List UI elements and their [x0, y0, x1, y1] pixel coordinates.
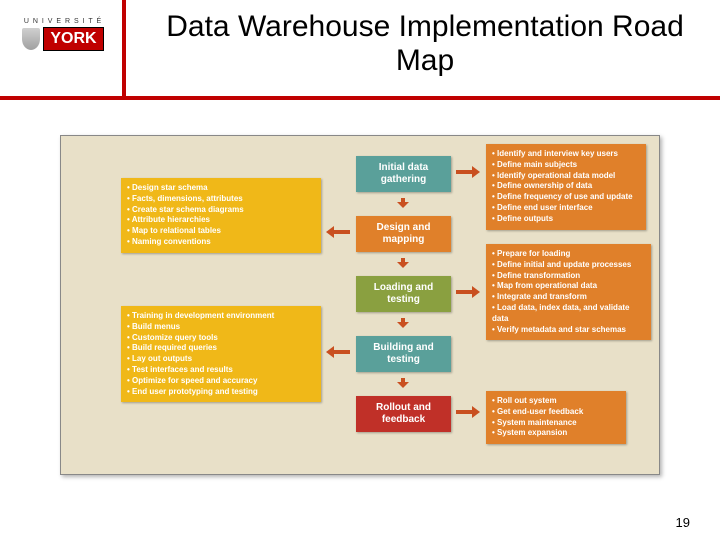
detail-item: Define outputs — [492, 214, 640, 225]
detail-box-1: Design star schemaFacts, dimensions, att… — [121, 178, 321, 253]
detail-item: System maintenance — [492, 418, 620, 429]
detail-item: Verify metadata and star schemas — [492, 325, 645, 336]
detail-box-2: Prepare for loadingDefine initial and up… — [486, 244, 651, 340]
detail-item: Customize query tools — [127, 333, 315, 344]
detail-item: Lay out outputs — [127, 354, 315, 365]
detail-item: Identify and interview key users — [492, 149, 640, 160]
york-wordmark: YORK — [43, 27, 103, 51]
detail-item: Optimize for speed and accuracy — [127, 376, 315, 387]
detail-item: Test interfaces and results — [127, 365, 315, 376]
arrow-left-icon — [326, 346, 350, 358]
detail-item: Build menus — [127, 322, 315, 333]
stage-box-1: Design and mapping — [356, 216, 451, 252]
detail-item: Build required queries — [127, 343, 315, 354]
detail-item: Create star schema diagrams — [127, 205, 315, 216]
arrow-left-icon — [326, 226, 350, 238]
arrow-down-icon — [397, 198, 409, 208]
crest-icon — [22, 28, 40, 50]
arrow-right-icon — [456, 166, 480, 178]
arrow-down-icon — [397, 258, 409, 268]
stage-box-0: Initial data gathering — [356, 156, 451, 192]
detail-item: End user prototyping and testing — [127, 387, 315, 398]
arrow-right-icon — [456, 286, 480, 298]
detail-item: Map to relational tables — [127, 226, 315, 237]
detail-item: Facts, dimensions, attributes — [127, 194, 315, 205]
detail-item: Define frequency of use and update — [492, 192, 640, 203]
detail-item: Define transformation — [492, 271, 645, 282]
detail-item: Identify operational data model — [492, 171, 640, 182]
detail-box-4: Roll out systemGet end-user feedbackSyst… — [486, 391, 626, 444]
detail-item: System expansion — [492, 428, 620, 439]
red-vertical-divider — [122, 0, 126, 100]
stage-box-2: Loading and testing — [356, 276, 451, 312]
detail-item: Attribute hierarchies — [127, 215, 315, 226]
page-number: 19 — [676, 515, 690, 530]
detail-item: Roll out system — [492, 396, 620, 407]
arrow-down-icon — [397, 378, 409, 388]
roadmap-diagram: Initial data gathering Design and mapping… — [60, 135, 660, 475]
detail-box-0: Identify and interview key usersDefine m… — [486, 144, 646, 230]
detail-item: Naming conventions — [127, 237, 315, 248]
slide-header: U N I V E R S I T É YORK Data Warehouse … — [0, 0, 720, 100]
detail-item: Define main subjects — [492, 160, 640, 171]
detail-item: Design star schema — [127, 183, 315, 194]
detail-item: Define initial and update processes — [492, 260, 645, 271]
detail-item: Load data, index data, and validate data — [492, 303, 645, 325]
stage-box-4: Rollout and feedback — [356, 396, 451, 432]
arrow-down-icon — [397, 318, 409, 328]
detail-item: Define ownership of data — [492, 181, 640, 192]
detail-item: Integrate and transform — [492, 292, 645, 303]
detail-box-3: Training in development environmentBuild… — [121, 306, 321, 402]
york-logo: U N I V E R S I T É YORK — [8, 18, 118, 51]
logo-box: YORK — [8, 27, 118, 51]
detail-item: Prepare for loading — [492, 249, 645, 260]
detail-item: Define end user interface — [492, 203, 640, 214]
detail-item: Get end-user feedback — [492, 407, 620, 418]
arrow-right-icon — [456, 406, 480, 418]
slide-title: Data Warehouse Implementation Road Map — [150, 10, 700, 78]
logo-university-text: U N I V E R S I T É — [8, 18, 118, 25]
detail-item: Training in development environment — [127, 311, 315, 322]
stage-box-3: Building and testing — [356, 336, 451, 372]
detail-item: Map from operational data — [492, 281, 645, 292]
